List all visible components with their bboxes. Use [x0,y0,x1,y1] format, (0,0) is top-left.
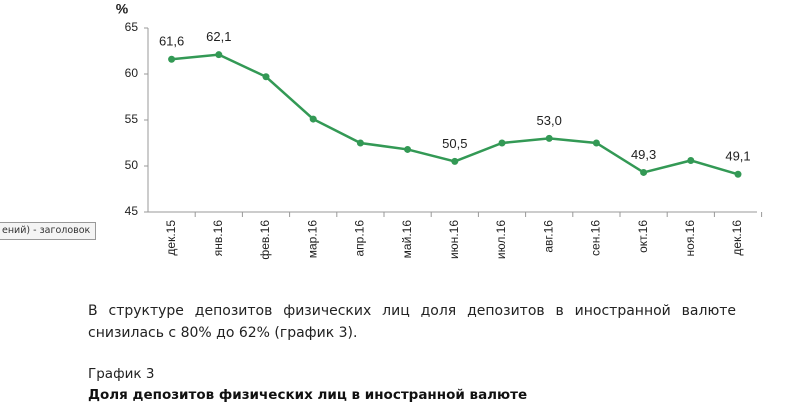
data-point [592,139,600,147]
y-tick-label: 60 [125,66,139,80]
x-tick-label: авг.16 [541,220,555,253]
y-tick-label: 55 [125,112,139,126]
data-point [687,156,695,164]
x-tick-label: фев.16 [258,220,272,260]
data-point [404,145,412,153]
y-tick-label: 65 [125,20,139,34]
chart: % 45 50 55 60 65 дек.15 янв.16 фев.16 мар.16 апр.… [116,1,763,260]
data-label: 49,3 [631,147,656,162]
data-point [451,157,459,165]
data-label: 53,0 [537,113,562,128]
paragraph: В структуре депозитов физических лиц дол… [88,303,736,341]
caption-label: График 3 [88,366,155,382]
data-point [545,134,553,142]
y-tick-label: 45 [125,204,139,218]
x-tick-label: июн.16 [447,220,461,259]
y-tick-label: 50 [125,158,139,172]
caption-title: Доля депозитов физических лиц в иностран… [88,387,528,403]
data-point [168,55,176,63]
x-tick-label: дек.16 [730,220,744,256]
data-point [734,170,742,178]
y-unit: % [116,1,129,17]
x-tick-label: июл.16 [494,220,508,259]
x-tick-label: ноя.16 [683,220,697,257]
data-point [215,51,223,59]
data-label: 50,5 [442,136,467,151]
x-tick-label: окт.16 [636,220,650,253]
data-point [309,115,317,123]
x-tick-label: апр.16 [353,220,367,257]
x-tick-label: янв.16 [211,220,225,257]
x-tick-label: май.16 [400,220,414,259]
data-label: 49,1 [725,149,750,164]
x-tick-label: дек.15 [164,220,178,256]
data-point [262,73,270,81]
data-point [640,168,648,176]
data-point [356,139,364,147]
data-point [498,139,506,147]
tooltip: ений) - заголовок [0,222,97,240]
x-tick-label: мар.16 [305,220,319,259]
data-label: 62,1 [206,29,231,44]
data-label: 61,6 [159,34,184,49]
x-tick-label: сен.16 [589,220,603,256]
